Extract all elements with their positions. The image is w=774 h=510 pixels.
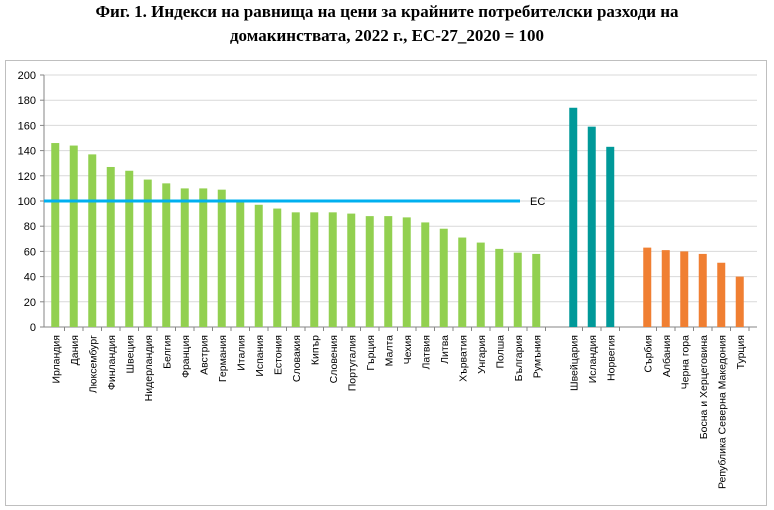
x-tick-label: Словения [328,335,340,383]
x-tick-label: Турция [735,335,747,369]
chart-title-line1: Фиг. 1. Индекси на равнища на цени за кр… [95,2,679,21]
x-tick-label: Малта [383,335,395,367]
bar-Унгария [476,242,485,327]
x-tick-label: Швейцария [568,335,580,391]
x-tick-label: Кипър [309,335,321,365]
x-tick-label: Ирландия [50,335,62,383]
chart-title: Фиг. 1. Индекси на равнища на цени за кр… [0,0,774,48]
bar-Дания [69,145,78,327]
bar-Испания [254,204,263,327]
bar-Кипър [310,212,319,327]
x-tick-label: Черна гора [679,335,691,390]
bar-Словения [328,212,337,327]
x-tick-label: Латвия [420,335,432,369]
x-tick-label: Хърватия [457,335,469,382]
x-tick-label: Сърбия [642,335,654,373]
bar-Норвегия [606,146,615,327]
bar-Нидерландия [143,179,152,327]
bar-Румъния [532,253,541,327]
bar-Естония [273,208,282,327]
x-tick-label: Босна и Херцеговина [698,335,710,439]
bar-Исландия [587,126,596,327]
x-tick-label: България [513,335,525,381]
x-tick-label: Румъния [531,335,543,378]
chart-frame [5,60,767,506]
x-tick-label: Норвегия [605,335,617,381]
y-tick-label: 20 [24,297,36,309]
bar-Литва [439,228,448,327]
x-tick-label: Дания [69,335,81,365]
x-tick-label: Португалия [346,335,358,391]
bar-Република Северна Македония [717,262,726,327]
x-tick-label: Словакия [291,335,303,382]
bar-Словакия [291,212,300,327]
x-tick-label: Испания [254,335,266,377]
x-tick-label: Исландия [587,335,599,383]
y-tick-label: 160 [18,120,36,132]
x-tick-label: Австрия [198,335,210,375]
x-tick-label: Италия [235,335,247,371]
x-tick-label: Финландия [106,335,118,390]
eu-reference-label: ЕС [530,196,545,208]
x-tick-label: Гърция [365,335,377,371]
x-tick-label: Франция [180,335,192,378]
x-tick-label: Германия [217,335,229,382]
x-tick-label: Швеция [124,335,136,374]
y-tick-label: 0 [30,322,36,334]
y-tick-label: 120 [18,171,36,183]
bar-Швеция [125,170,134,327]
bar-Германия [217,189,226,327]
y-tick-label: 60 [24,246,36,258]
x-tick-label: Република Северна Македония [716,335,728,489]
bar-Швейцария [569,107,578,327]
y-tick-label: 140 [18,146,36,158]
bar-Албания [661,250,670,327]
bar-Турция [735,276,744,327]
bar-Босна и Херцеговина [698,253,707,327]
x-tick-label: Люксембург [87,335,99,393]
bar-Австрия [199,188,208,327]
y-tick-label: 80 [24,221,36,233]
bar-Италия [236,202,245,327]
x-tick-label: Албания [661,335,673,377]
x-tick-label: Унгария [476,335,488,374]
y-tick-label: 100 [18,196,36,208]
bar-Малта [384,216,393,327]
chart-title-line2: домакинствата, 2022 г., ЕС-27_2020 = 100 [229,26,545,45]
y-tick-label: 40 [24,272,36,284]
bar-Сърбия [643,247,652,327]
bar-Белгия [162,183,171,327]
bar-Чехия [402,217,411,327]
x-tick-label: Естония [272,335,284,375]
bar-Финландия [106,166,115,327]
bar-Хърватия [458,237,467,327]
x-tick-label: Чехия [402,335,414,364]
x-tick-label: Литва [439,335,451,364]
bar-Гърция [365,216,374,327]
bar-Полша [495,248,504,327]
bar-Черна гора [680,251,689,327]
bar-Португалия [347,213,356,327]
bar-Люксембург [88,154,97,327]
y-tick-label: 200 [18,70,36,82]
bar-Франция [180,188,189,327]
x-tick-label: Нидерландия [143,335,155,401]
bar-Латвия [421,222,430,327]
bar-България [513,252,522,327]
x-tick-label: Белгия [161,335,173,369]
bar-Ирландия [51,143,60,327]
y-tick-label: 180 [18,95,36,107]
x-tick-label: Полша [494,335,506,369]
